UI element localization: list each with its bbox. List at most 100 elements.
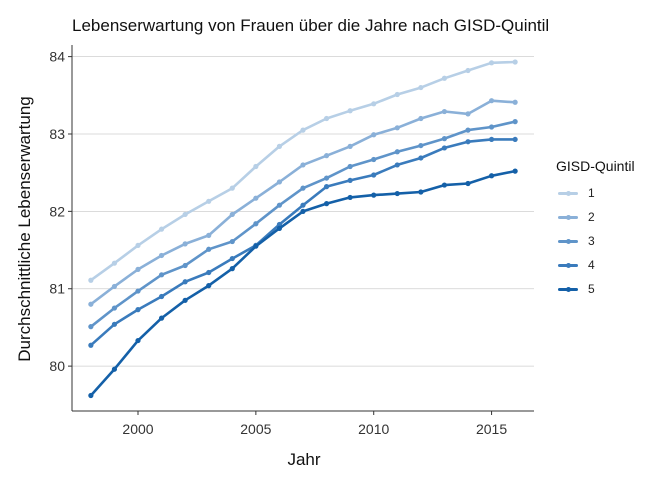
data-point-5 [158, 315, 165, 321]
data-point-3 [111, 305, 118, 311]
data-point-4 [88, 342, 94, 348]
data-point-2 [394, 125, 400, 131]
data-point-5 [394, 190, 400, 197]
data-point-1 [111, 260, 118, 266]
y-tick-label: 80 [49, 358, 65, 374]
data-point-1 [206, 198, 212, 204]
data-point-3 [276, 202, 283, 208]
legend-label: 2 [588, 210, 595, 224]
data-point-1 [371, 101, 377, 107]
data-point-2 [253, 195, 259, 201]
data-point-1 [323, 115, 330, 122]
data-point-3 [300, 185, 306, 191]
data-point-5 [323, 201, 330, 207]
data-point-3 [229, 238, 235, 245]
legend-title: GISD-Quintil [556, 158, 635, 174]
legend-key [556, 205, 580, 229]
data-point-3 [206, 246, 212, 252]
data-point-3 [347, 163, 353, 170]
data-point-2 [323, 153, 330, 159]
data-point-4 [441, 145, 448, 151]
x-tick-label: 2010 [358, 421, 389, 437]
series-line-3 [89, 120, 517, 329]
data-point-5 [371, 192, 377, 198]
data-point-5 [347, 194, 353, 201]
data-point-2 [111, 283, 118, 290]
data-point-1 [135, 242, 141, 249]
data-point-3 [253, 221, 259, 227]
y-tick-label: 84 [49, 49, 65, 65]
data-point-3 [441, 136, 448, 142]
legend-key [556, 229, 580, 253]
y-tick-label: 82 [49, 203, 65, 219]
legend-item-1: 1 [556, 181, 635, 205]
legend-key [556, 277, 580, 301]
data-point-4 [488, 136, 495, 143]
y-tick-label: 83 [49, 126, 65, 142]
data-point-1 [394, 91, 400, 98]
x-axis-label: Jahr [287, 450, 321, 469]
data-point-1 [465, 67, 471, 74]
data-point-1 [441, 75, 448, 81]
x-tick-label: 2005 [240, 421, 271, 437]
y-tick-label: 81 [49, 281, 65, 297]
data-point-2 [371, 132, 377, 138]
legend-items: 1 2 3 4 5 [556, 181, 635, 301]
data-point-4 [206, 269, 212, 276]
data-point-3 [465, 127, 471, 133]
chart-title: Lebenserwartung von Frauen über die Jahr… [72, 16, 550, 35]
data-point-2 [158, 252, 165, 259]
data-point-3 [418, 142, 424, 149]
data-point-4 [135, 307, 141, 313]
legend: GISD-Quintil 1 2 3 4 5 [556, 158, 635, 301]
legend-item-3: 3 [556, 229, 635, 253]
data-point-2 [465, 111, 471, 117]
data-point-5 [465, 180, 471, 187]
data-point-4 [394, 162, 400, 168]
data-point-5 [229, 266, 235, 272]
data-point-3 [488, 124, 495, 130]
x-tick-label: 2015 [476, 421, 507, 437]
data-point-4 [300, 202, 306, 208]
data-point-4 [158, 293, 165, 300]
legend-item-4: 4 [556, 253, 635, 277]
data-point-4 [512, 136, 518, 143]
data-point-4 [323, 184, 330, 190]
data-point-4 [111, 321, 118, 327]
data-point-3 [182, 262, 188, 269]
data-point-2 [88, 301, 94, 307]
data-point-5 [88, 392, 94, 399]
data-point-3 [512, 119, 518, 125]
series-line-4 [89, 138, 517, 347]
data-point-1 [300, 127, 306, 133]
data-point-1 [229, 185, 235, 191]
data-point-4 [465, 139, 471, 145]
data-point-5 [253, 243, 259, 249]
legend-item-2: 2 [556, 205, 635, 229]
data-point-5 [135, 337, 141, 344]
data-point-5 [418, 189, 424, 195]
data-point-5 [300, 208, 306, 214]
data-point-1 [488, 60, 495, 66]
legend-item-5: 5 [556, 277, 635, 301]
data-point-5 [512, 168, 518, 174]
data-point-2 [229, 211, 235, 218]
legend-key [556, 181, 580, 205]
legend-label: 3 [588, 234, 595, 248]
y-axis-label: Durchschnittliche Lebenserwartung [15, 96, 34, 362]
data-point-1 [158, 226, 165, 232]
data-point-2 [182, 241, 188, 247]
series-line-1 [89, 60, 517, 282]
legend-label: 4 [588, 258, 595, 272]
data-point-2 [135, 266, 141, 272]
data-point-2 [347, 143, 353, 149]
data-point-2 [418, 115, 424, 122]
data-point-1 [88, 277, 94, 283]
data-point-5 [441, 182, 448, 188]
data-point-5 [206, 283, 212, 289]
data-point-1 [182, 211, 188, 218]
legend-key [556, 253, 580, 277]
legend-label: 1 [588, 186, 595, 200]
